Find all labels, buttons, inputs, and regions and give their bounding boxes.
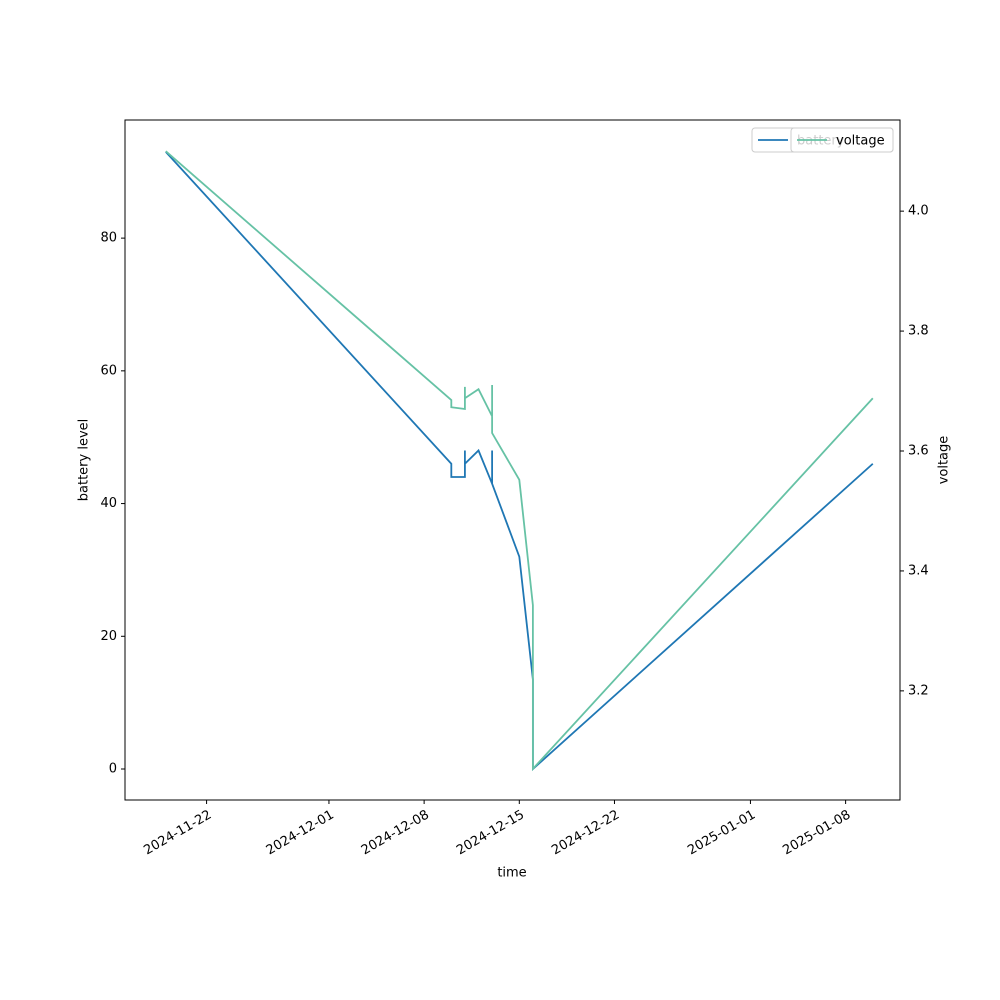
y2-axis-label: voltage <box>937 436 952 485</box>
y2-tick-label: 3.2 <box>908 683 929 698</box>
y-tick-label: 20 <box>100 629 117 644</box>
series-line <box>165 151 874 772</box>
plot-frame <box>124 119 901 801</box>
series-line <box>165 150 874 772</box>
y2-tick-label: 3.4 <box>908 563 929 578</box>
y-tick-label: 60 <box>100 363 117 378</box>
x-tick-label: 2024-12-22 <box>549 808 622 859</box>
x-axis-label: time <box>497 866 526 881</box>
x-tick-label: 2025-01-01 <box>685 808 758 859</box>
y-tick-label: 40 <box>100 496 117 511</box>
x-tick-label: 2024-12-08 <box>359 808 432 859</box>
x-tick-label: 2024-12-15 <box>454 808 527 859</box>
y-tick-label: 80 <box>100 231 117 246</box>
y2-tick-label: 4.0 <box>908 204 929 219</box>
y2-tick-label: 3.6 <box>908 444 929 459</box>
legend-box <box>790 127 894 153</box>
x-tick-label: 2025-01-08 <box>780 808 853 859</box>
x-tick-label: 2024-12-01 <box>264 808 337 859</box>
x-tick-label: 2024-11-22 <box>141 808 214 859</box>
legend-label: voltage <box>836 134 885 149</box>
y-axis-label: battery level <box>77 419 92 502</box>
y-tick-label: 0 <box>109 762 117 777</box>
y2-tick-label: 3.8 <box>908 324 929 339</box>
